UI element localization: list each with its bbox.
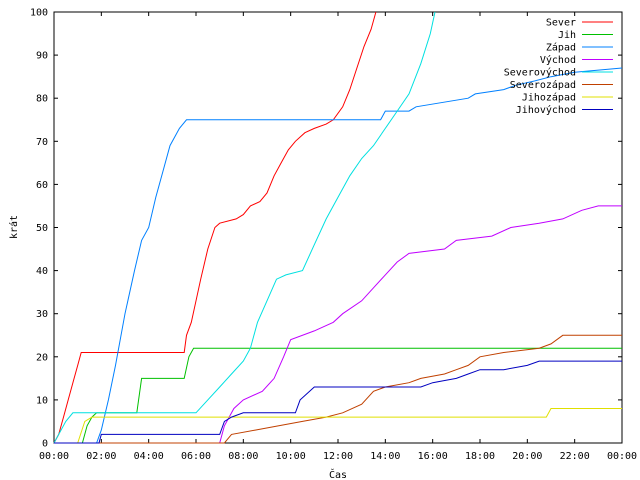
x-tick-label: 20:00 [512,451,542,462]
legend-label: Severovýchod [504,67,576,79]
axis-ticks: 0 10 20 30 40 50 60 70 80 90 100 00:00 02:00 04:00 06:… [30,8,637,463]
y-tick-label: 90 [36,51,48,62]
y-tick-label: 60 [36,180,48,191]
series-line-5 [54,334,622,444]
x-tick-label: 04:00 [134,451,164,462]
series-line-7 [54,360,622,444]
x-tick-label: 08:00 [228,451,258,462]
x-tick-label: 12:00 [323,451,353,462]
legend-label: Východ [540,54,576,66]
series-lines [53,11,623,444]
x-tick-label: 02:00 [86,451,116,462]
y-tick-label: 20 [36,352,48,363]
x-tick-label: 18:00 [465,451,495,462]
series-line-4 [53,11,436,444]
x-tick-label: 10:00 [276,451,306,462]
x-tick-label: 16:00 [418,451,448,462]
y-axis-title: krát [8,215,20,239]
y-tick-label: 50 [36,223,48,234]
legend-label: Západ [546,42,576,54]
series-line-3 [54,205,622,444]
legend-label: Jihovýchod [516,104,576,116]
y-tick-label: 0 [42,439,48,450]
legend-label: Sever [546,18,576,29]
legend: SeverJihZápadVýchodSeverovýchodSeverozáp… [504,18,613,116]
x-axis-title: Čas [329,468,347,480]
series-line-0 [53,11,377,444]
legend-label: Jihozápad [522,92,576,104]
x-tick-label: 00:00 [39,451,69,462]
x-tick-label: 22:00 [560,451,590,462]
series-line-2 [54,67,623,444]
x-tick-label: 00:00 [607,451,637,462]
y-tick-label: 70 [36,137,48,148]
y-tick-label: 100 [30,8,48,19]
legend-label: Jih [558,30,576,41]
x-tick-label: 06:00 [181,451,211,462]
y-tick-label: 30 [36,309,48,320]
y-tick-label: 80 [36,94,48,105]
y-tick-label: 40 [36,266,48,277]
legend-label: Severozápad [510,79,576,91]
y-tick-label: 10 [36,395,48,406]
x-tick-label: 14:00 [370,451,400,462]
